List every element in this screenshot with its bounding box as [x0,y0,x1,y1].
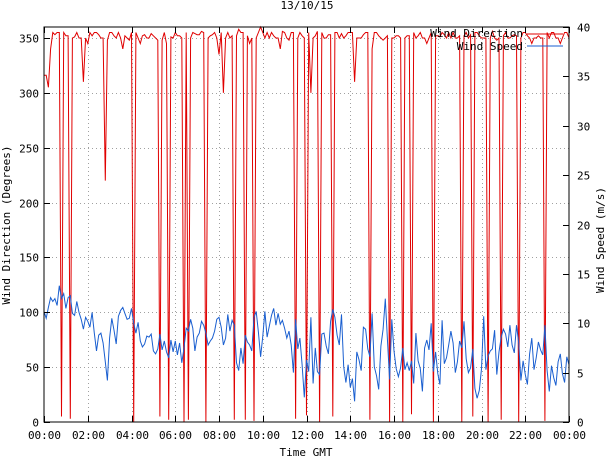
x-tick-label: 14:00 [334,429,367,442]
x-tick-label: 16:00 [378,429,411,442]
y-right-tick-label: 35 [577,71,590,84]
y-left-tick-label: 300 [19,88,39,101]
y-left-tick-label: 250 [19,143,39,156]
y-left-tick-label: 200 [19,198,39,211]
x-tick-label: 08:00 [203,429,236,442]
y-right-tick-label: 15 [577,269,590,282]
y-left-tick-label: 0 [32,417,39,430]
y-right-tick-label: 40 [577,22,590,35]
chart-title: 13/10/15 [281,0,334,12]
y-right-tick-label: 25 [577,170,590,183]
y-axis-right-label: Wind Speed (m/s) [594,187,607,293]
y-axis-left-label: Wind Direction (Degrees) [0,146,13,305]
y-left-tick-label: 350 [19,33,39,46]
wind-chart: 13/10/15 00:00 02:00 04:00 06:00 08:00 10:00 1… [0,0,611,459]
x-tick-label: 12:00 [291,429,324,442]
x-tick-label: 22:00 [509,429,542,442]
x-tick-label: 00:00 [28,429,61,442]
y-left-tick-label: 100 [19,307,39,320]
x-axis-label: Time GMT [280,446,333,459]
x-tick-label: 04:00 [116,429,149,442]
y-right-tick-label: 0 [577,417,584,430]
x-tick-label: 00:00 [553,429,586,442]
x-tick-label: 06:00 [159,429,192,442]
y-right-tick-label: 5 [577,368,584,381]
x-tick-label: 02:00 [72,429,105,442]
x-tick-label: 10:00 [247,429,280,442]
legend-label-direction: Wind Direction [430,27,523,40]
y-right-tick-label: 10 [577,318,590,331]
y-right-tick-label: 20 [577,220,590,233]
legend-label-speed: Wind Speed [457,40,523,53]
y-right-tick-label: 30 [577,121,590,134]
x-tick-label: 20:00 [466,429,499,442]
x-tick-label: 18:00 [422,429,455,442]
y-left-tick-label: 150 [19,252,39,265]
y-left-tick-label: 50 [26,362,39,375]
